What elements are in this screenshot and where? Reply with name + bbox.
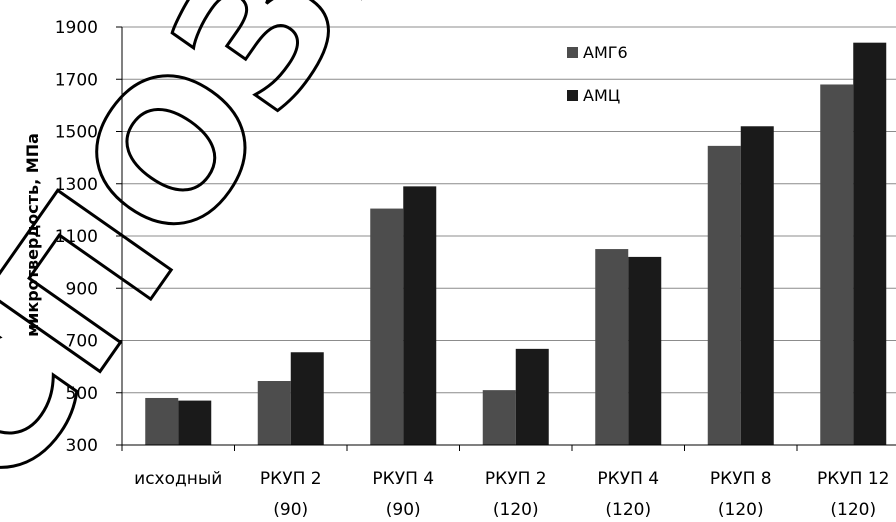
y-tick-label: 1300 [55, 175, 98, 195]
x-tick-label: РКУП 12 [817, 469, 890, 489]
x-tick-label: РКУП 2 [260, 469, 322, 489]
x-tick-label: РКУП 4 [597, 469, 659, 489]
x-tick-labels: исходный РКУП 2 (90) РКУП 4 (90) РКУП 2 (120) Р… [134, 469, 889, 520]
bar-amg6 [145, 397, 179, 445]
y-tick-label: 700 [66, 332, 98, 352]
x-tick-label: РКУП 4 [372, 469, 434, 489]
x-tick-label: (90) [273, 500, 308, 520]
bar-amc [178, 400, 212, 445]
y-tick-label: 1900 [55, 18, 98, 38]
y-tick-label: 1500 [55, 123, 98, 143]
bar-amg6 [820, 84, 854, 445]
y-tick-label: 900 [66, 279, 98, 299]
bar-amc [853, 42, 887, 446]
x-tick-label: (120) [493, 500, 539, 520]
legend-swatch [567, 90, 578, 101]
bar-amc [515, 348, 549, 445]
x-tick-label: РКУП 2 [485, 469, 547, 489]
y-tick-label: 300 [66, 436, 98, 456]
y-tick-label: 500 [66, 384, 98, 404]
gridlines [122, 26, 896, 394]
bars [145, 42, 887, 446]
y-tick-label: 1700 [55, 70, 98, 90]
legend-label: АМГ6 [583, 43, 628, 62]
x-tick-label: (120) [605, 500, 651, 520]
x-tick-label: (120) [830, 500, 876, 520]
bar-amc [290, 352, 324, 445]
x-tick-label: (120) [718, 500, 764, 520]
bar-amg6 [707, 145, 741, 445]
y-tick-label: 1100 [55, 227, 98, 247]
legend-swatch [567, 47, 578, 58]
bar-amg6 [370, 208, 404, 445]
y-axis-label: микротвердость, МПа [23, 133, 42, 337]
bar-amc [628, 256, 662, 445]
legend: АМГ6 АМЦ [567, 43, 628, 105]
bar-amc [740, 126, 774, 446]
bar-amc [403, 186, 437, 446]
bar-amg6 [257, 380, 291, 445]
bar-amg6 [482, 390, 516, 445]
y-tick-labels: 300 500 700 900 1100 1300 1500 1700 1900 [55, 18, 122, 456]
bar-amg6 [595, 249, 629, 445]
x-tick-label: исходный [134, 469, 222, 489]
legend-label: АМЦ [583, 86, 620, 105]
x-tick-label: (90) [386, 500, 421, 520]
x-tick-label: РКУП 8 [710, 469, 772, 489]
